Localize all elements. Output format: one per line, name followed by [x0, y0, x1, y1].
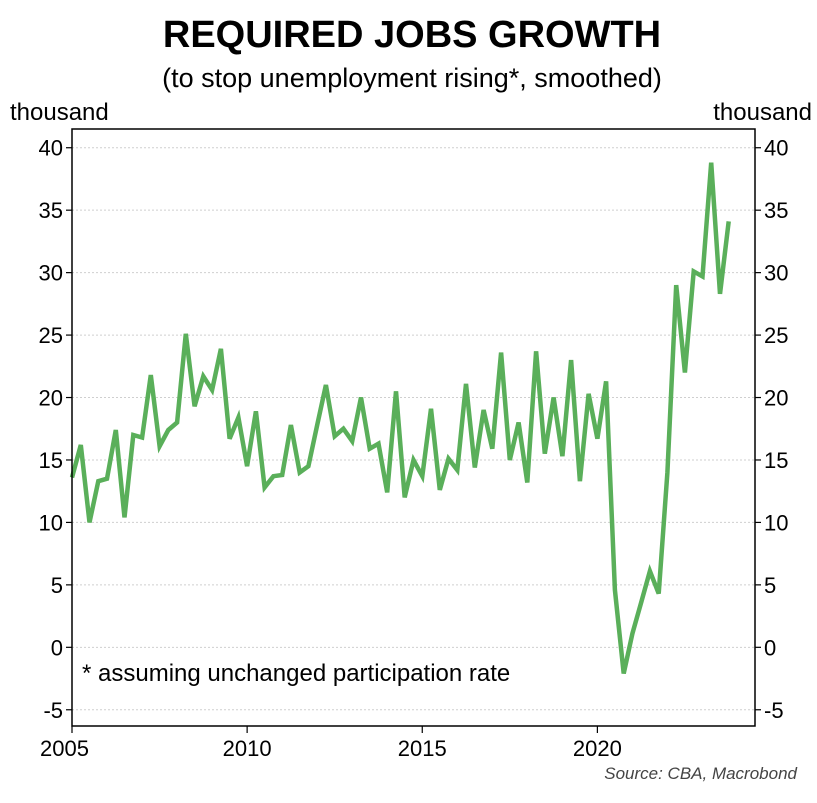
- series-line-0: [69, 162, 731, 674]
- y-tick-label-left: 15: [39, 448, 63, 473]
- axis-ticks: [66, 147, 761, 733]
- x-tick-label: 2010: [223, 736, 272, 761]
- series-layer: [69, 162, 731, 674]
- y-tick-label-left: 35: [39, 198, 63, 223]
- y-tick-label-left: 5: [51, 573, 63, 598]
- y-tick-label-left: 25: [39, 323, 63, 348]
- y-tick-labels-left: -5 0 5 10 15 20 25 30 35 40: [39, 136, 63, 723]
- y-tick-label-right: -5: [764, 698, 784, 723]
- source-note: Source: CBA, Macrobond: [604, 764, 797, 783]
- plot-frame: [71, 128, 756, 727]
- y-tick-label-left: 20: [39, 386, 63, 411]
- x-tick-label: 2020: [573, 736, 622, 761]
- y-axis-unit-right: thousand: [713, 99, 812, 126]
- y-tick-label-right: 15: [764, 448, 788, 473]
- y-tick-label-right: 0: [764, 635, 776, 660]
- y-tick-label-right: 5: [764, 573, 776, 598]
- gridlines: [72, 147, 755, 711]
- y-axis-unit-left: thousand: [10, 99, 109, 126]
- y-tick-label-left: -5: [43, 698, 63, 723]
- y-tick-label-left: 10: [39, 510, 63, 535]
- y-tick-label-right: 30: [764, 261, 788, 286]
- chart-title: REQUIRED JOBS GROWTH: [163, 14, 661, 56]
- y-tick-labels-right: -5 0 5 10 15 20 25 30 35 40: [764, 136, 788, 723]
- y-tick-label-right: 40: [764, 136, 788, 161]
- x-tick-labels: 2005 2010 2015 2020: [40, 736, 622, 761]
- x-tick-label: 2015: [398, 736, 447, 761]
- y-tick-label-left: 40: [39, 136, 63, 161]
- x-tick-label: 2005: [40, 736, 89, 761]
- y-tick-label-right: 25: [764, 323, 788, 348]
- footnote: * assuming unchanged participation rate: [82, 660, 510, 687]
- chart-subtitle: (to stop unemployment rising*, smoothed): [162, 63, 662, 93]
- y-tick-label-left: 0: [51, 635, 63, 660]
- y-tick-label-right: 10: [764, 510, 788, 535]
- y-tick-label-right: 20: [764, 386, 788, 411]
- y-tick-label-left: 30: [39, 261, 63, 286]
- y-tick-label-right: 35: [764, 198, 788, 223]
